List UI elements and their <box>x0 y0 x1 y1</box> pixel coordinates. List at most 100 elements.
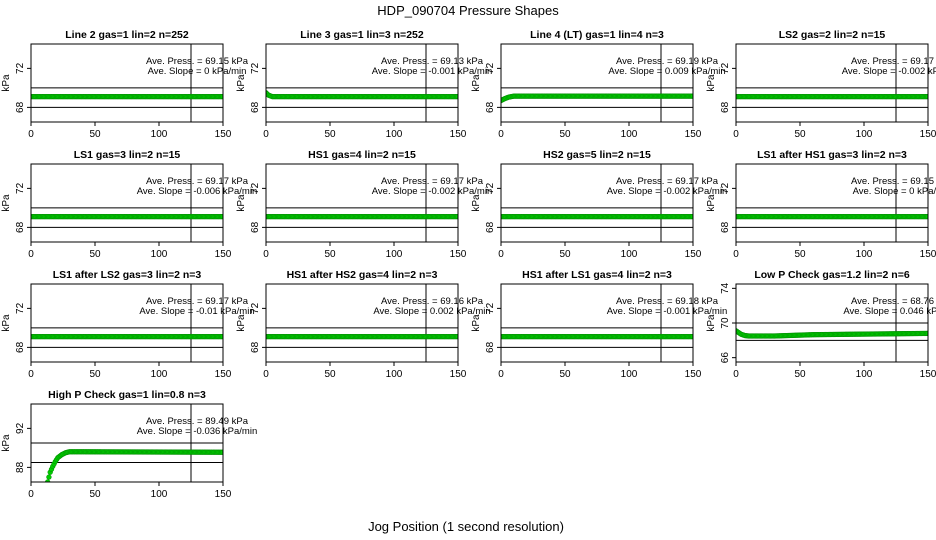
data-points <box>736 94 928 100</box>
y-axis-label: kPa <box>471 194 482 212</box>
panel-title: LS1 gas=3 lin=2 n=15 <box>74 149 181 161</box>
x-tick-label: 100 <box>856 249 873 260</box>
x-tick-label: 150 <box>450 249 467 260</box>
y-axis-label: kPa <box>471 314 482 332</box>
panel-title: Line 3 gas=1 lin=3 n=252 <box>300 29 424 41</box>
x-tick-label: 150 <box>685 129 702 140</box>
x-tick-label: 150 <box>450 129 467 140</box>
average-slope-annotation: Ave. Slope = 0.002 kPa/min <box>373 306 490 317</box>
panel-title: LS1 after HS1 gas=3 lin=2 n=3 <box>757 149 907 161</box>
plot-frame <box>500 163 694 243</box>
panel-title: HS1 after LS1 gas=4 lin=2 n=3 <box>522 269 672 281</box>
y-axis-label: kPa <box>1 314 12 332</box>
x-tick-label: 0 <box>263 129 269 140</box>
x-tick-label: 150 <box>215 369 232 380</box>
plot-frame <box>735 163 929 243</box>
y-tick-label: 92 <box>15 422 26 434</box>
plot-frame <box>735 43 929 123</box>
x-tick-label: 50 <box>89 369 101 380</box>
panel-title: HS2 gas=5 lin=2 n=15 <box>543 149 651 161</box>
x-tick-label: 50 <box>794 249 806 260</box>
data-points <box>501 214 693 220</box>
average-slope-annotation: Ave. Slope = 0.009 kPa/min <box>608 66 725 77</box>
data-point <box>455 334 458 340</box>
panel-title: High P Check gas=1 lin=0.8 n=3 <box>48 389 206 401</box>
plot-frame <box>30 283 224 363</box>
y-tick-label: 68 <box>15 101 26 113</box>
y-tick-label: 68 <box>250 341 261 353</box>
data-point <box>220 449 223 455</box>
data-points <box>501 93 693 104</box>
chart-panel: HS2 gas=5 lin=2 n=150 50 100 1506872kPaAve.… <box>471 149 727 260</box>
y-axis-label: kPa <box>236 314 247 332</box>
chart-panel: High P Check gas=1 lin=0.8 n=3 0 50 100 150 8… <box>1 389 257 500</box>
x-tick-label: 50 <box>324 129 336 140</box>
x-tick-label: 100 <box>386 369 403 380</box>
average-pressure-annotation: Ave. Press. = 69.17 kPa <box>146 296 249 307</box>
y-axis-label: kPa <box>1 434 12 452</box>
x-tick-label: 100 <box>856 129 873 140</box>
plot-frame <box>265 43 459 123</box>
average-slope-annotation: Ave. Slope = 0 kPa/min <box>853 186 936 197</box>
data-points <box>501 334 693 340</box>
average-slope-annotation: Ave. Slope = 0 kPa/min <box>148 66 247 77</box>
average-pressure-annotation: Ave. Press. = 89.49 kPa <box>146 416 249 427</box>
data-point <box>46 474 52 480</box>
data-points <box>44 449 223 482</box>
average-pressure-annotation: Ave. Press. = 69.19 kPa <box>616 56 719 67</box>
x-tick-label: 50 <box>559 369 571 380</box>
panel-title: HS1 after HS2 gas=4 lin=2 n=3 <box>287 269 438 281</box>
x-tick-label: 0 <box>28 369 34 380</box>
x-tick-label: 100 <box>621 129 638 140</box>
y-axis-label: kPa <box>706 74 717 92</box>
plot-frame <box>265 163 459 243</box>
data-point <box>455 94 458 100</box>
chart-panel: LS1 after LS2 gas=3 lin=2 n=3 0 50 100 150 68… <box>1 269 255 380</box>
chart-panel: LS1 after HS1 gas=3 lin=2 n=3 0 50 100 150 68… <box>706 149 936 260</box>
plot-frame <box>30 43 224 123</box>
plot-frame <box>500 283 694 363</box>
data-points <box>736 328 928 339</box>
y-tick-label: 68 <box>250 101 261 113</box>
y-axis-label: kPa <box>236 74 247 92</box>
y-tick-label: 68 <box>15 341 26 353</box>
x-tick-label: 0 <box>498 129 504 140</box>
data-point <box>220 214 223 220</box>
x-tick-label: 50 <box>89 489 101 500</box>
chart-panel: LS1 gas=3 lin=2 n=150 50 100 1506872kPaAve.… <box>1 149 257 260</box>
y-tick-label: 72 <box>720 182 731 194</box>
panel-title: LS2 gas=2 lin=2 n=15 <box>779 29 886 41</box>
average-slope-annotation: Ave. Slope = -0.036 kPa/min <box>137 426 258 437</box>
average-pressure-annotation: Ave. Press. = 69.17 kPa <box>146 176 249 187</box>
panel-title: HS1 gas=4 lin=2 n=15 <box>308 149 416 161</box>
y-axis-label: kPa <box>1 74 12 92</box>
x-tick-label: 50 <box>559 129 571 140</box>
x-tick-label: 150 <box>685 369 702 380</box>
y-tick-label: 72 <box>15 62 26 74</box>
y-tick-label: 88 <box>15 461 26 473</box>
x-tick-label: 100 <box>151 489 168 500</box>
average-slope-annotation: Ave. Slope = 0.046 kPa/min <box>843 306 936 317</box>
data-points <box>266 90 458 100</box>
average-slope-annotation: Ave. Slope = -0.002 kPa/min <box>842 66 936 77</box>
data-point <box>220 334 223 340</box>
average-pressure-annotation: Ave. Press. = 69.17 kPa <box>851 56 936 67</box>
x-tick-label: 0 <box>498 249 504 260</box>
y-axis-label: kPa <box>706 194 717 212</box>
chart-panel: HS1 after HS2 gas=4 lin=2 n=3 0 50 100 150 68… <box>236 269 491 380</box>
figure-x-axis-label: Jog Position (1 second resolution) <box>368 519 564 534</box>
x-tick-label: 0 <box>733 369 739 380</box>
y-axis-label: kPa <box>236 194 247 212</box>
y-tick-label: 74 <box>720 282 731 294</box>
data-point <box>44 479 51 482</box>
data-point <box>220 94 223 100</box>
x-tick-label: 150 <box>920 129 936 140</box>
x-tick-label: 150 <box>920 249 936 260</box>
y-tick-label: 72 <box>485 182 496 194</box>
average-slope-annotation: Ave. Slope = -0.001 kPa/min <box>372 66 493 77</box>
average-pressure-annotation: Ave. Press. = 69.17 kPa <box>381 176 484 187</box>
data-point <box>455 214 458 220</box>
chart-panel: HS1 after LS1 gas=4 lin=2 n=3 0 50 100 150 68… <box>471 269 727 380</box>
plot-frame <box>30 403 224 483</box>
